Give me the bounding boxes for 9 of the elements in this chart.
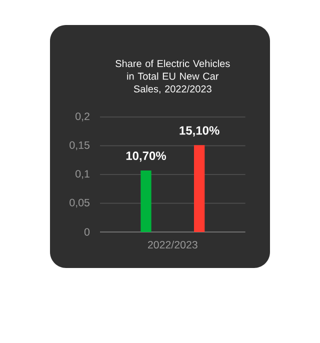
y-tick-label: 0,05 [70, 198, 90, 208]
chart-title: Share of Electric Vehicles in Total EU New Car Sales, 2022/2023 [116, 60, 230, 94]
y-tick-label: 0,2 [76, 112, 90, 122]
y-tick-label: 0,15 [70, 141, 90, 150]
data-label: 10,70% [126, 152, 166, 162]
y-tick-label: 0 [84, 228, 90, 236]
x-tick-label: 2022/2023 [148, 240, 198, 249]
y-tick-label: 0,1 [76, 170, 90, 179]
data-label: 15,10% [180, 126, 220, 136]
